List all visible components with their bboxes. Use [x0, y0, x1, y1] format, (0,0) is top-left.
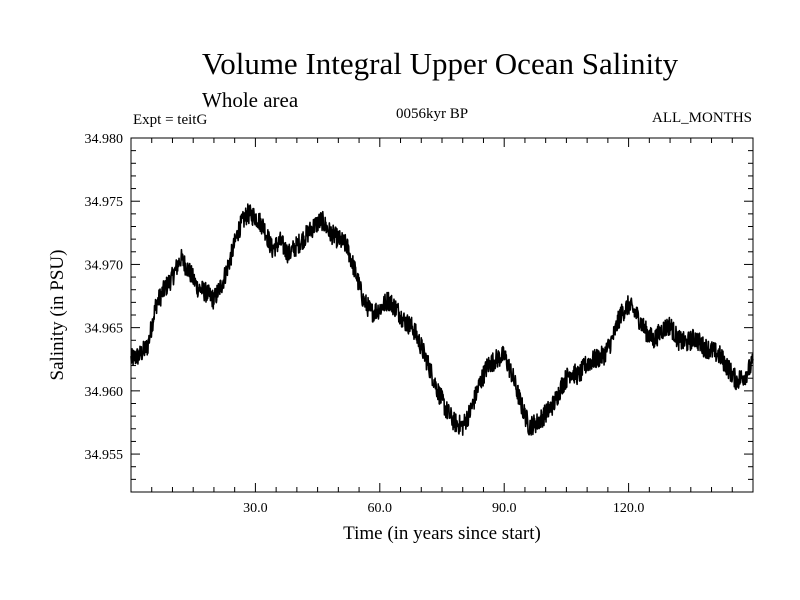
series-group — [130, 203, 754, 436]
x-tick-label: 90.0 — [492, 501, 517, 516]
y-axis-label: Salinity (in PSU) — [47, 249, 68, 381]
chart-subtitle: Whole area — [202, 88, 299, 112]
months-label: ALL_MONTHS — [652, 110, 752, 126]
plot-frame — [130, 137, 754, 493]
x-tick-label: 30.0 — [243, 501, 268, 516]
y-tick-label: 34.975 — [85, 195, 124, 210]
salinity-series-line — [130, 203, 754, 436]
x-tick-label: 60.0 — [368, 501, 393, 516]
x-axis-label: Time (in years since start) — [343, 523, 541, 544]
y-tick-label: 34.965 — [85, 322, 124, 337]
chart-title: Volume Integral Upper Ocean Salinity — [201, 46, 679, 81]
y-tick-label: 34.960 — [85, 385, 124, 400]
axis-ticks: 30.0 60.0 90.0 120.0 34.955 34.960 34.965 34.97… — [85, 132, 753, 516]
x-tick-label: 120.0 — [613, 501, 645, 516]
y-tick-label: 34.955 — [85, 448, 124, 463]
y-tick-label: 34.970 — [85, 258, 124, 273]
period-label: 0056kyr BP — [396, 106, 469, 122]
y-tick-label: 34.980 — [85, 132, 124, 147]
experiment-label: Expt = teitG — [133, 112, 208, 128]
plot-frame-group — [130, 137, 754, 493]
